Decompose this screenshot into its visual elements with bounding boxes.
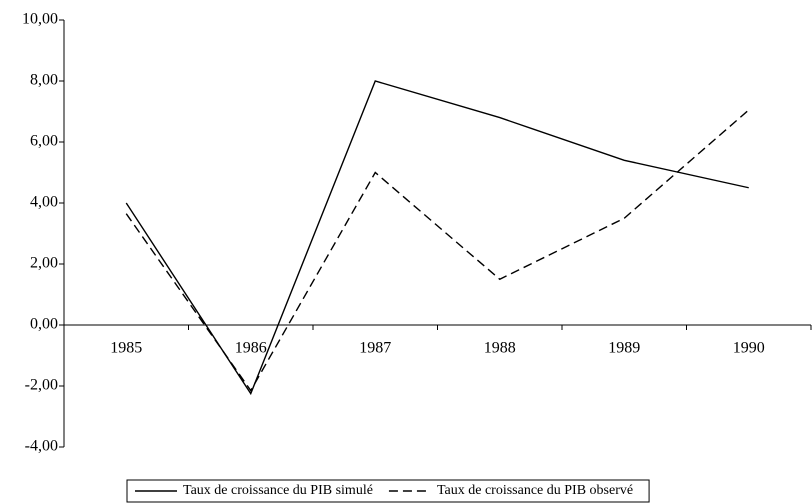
x-tick-label: 1988 xyxy=(484,340,516,357)
series-line xyxy=(125,80,749,396)
y-tick-label: 6,00 xyxy=(30,133,58,150)
legend: Taux de croissance du PIB simulé Taux de … xyxy=(126,479,650,503)
y-tick-label: 4,00 xyxy=(30,194,58,211)
y-tick-label: -2,00 xyxy=(25,377,58,394)
legend-label: Taux de croissance du PIB simulé xyxy=(183,483,373,498)
y-tick-label: -4,00 xyxy=(25,438,58,455)
legend-box xyxy=(126,479,650,503)
y-tick-label: 8,00 xyxy=(30,72,58,89)
y-tick-label: 10,00 xyxy=(22,11,58,28)
y-tick-label: 0,00 xyxy=(30,316,58,333)
series-line xyxy=(125,109,750,392)
x-tick-label: 1989 xyxy=(608,340,640,357)
x-tick-label: 1987 xyxy=(359,340,391,357)
x-tick-label: 1985 xyxy=(110,340,142,357)
x-tick-label: 1990 xyxy=(733,340,765,357)
legend-label: Taux de croissance du PIB observé xyxy=(437,483,633,498)
x-tick-label: 1986 xyxy=(235,340,267,357)
y-tick-label: 2,00 xyxy=(30,255,58,272)
